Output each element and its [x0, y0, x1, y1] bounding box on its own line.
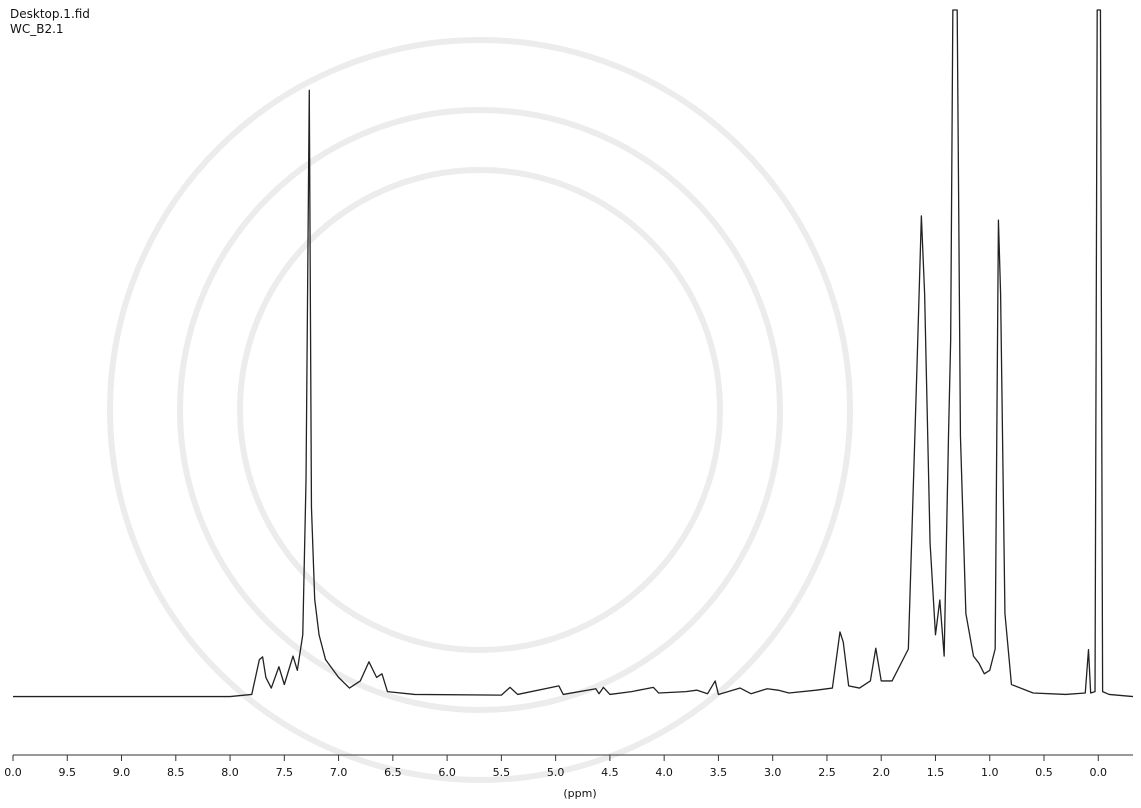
x-tick-label: 0.5: [1035, 766, 1053, 779]
x-tick-label: 6.0: [438, 766, 456, 779]
x-tick-label: 1.5: [927, 766, 945, 779]
x-axis-label: (ppm): [563, 787, 596, 800]
x-tick-label: 3.0: [764, 766, 782, 779]
x-tick-label: 0.0: [1090, 766, 1108, 779]
x-tick-label: 2.5: [818, 766, 836, 779]
x-tick-label: 6.5: [384, 766, 402, 779]
chart-title: Desktop.1.fid: [10, 7, 90, 21]
x-tick-label: 9.0: [113, 766, 131, 779]
watermark: [110, 40, 850, 780]
x-tick-label: 2.0: [872, 766, 890, 779]
x-tick-label: 0.0: [4, 766, 22, 779]
spectrum-line: [13, 10, 1133, 697]
x-tick-label: 9.5: [59, 766, 77, 779]
x-tick-label: 7.0: [330, 766, 348, 779]
page: Desktop.1.fid WC_B2.1 (ppm) 0.0 9.5 9.0 8.5…: [0, 0, 1141, 808]
x-tick-label: 4.5: [601, 766, 619, 779]
chart-subtitle: WC_B2.1: [10, 22, 64, 36]
x-tick-label: 3.5: [710, 766, 728, 779]
x-tick-label: 8.0: [221, 766, 239, 779]
x-tick-label: 7.5: [276, 766, 294, 779]
x-tick-label: 5.5: [493, 766, 511, 779]
x-tick-label: 4.0: [655, 766, 673, 779]
chart: Desktop.1.fid WC_B2.1 (ppm) 0.0 9.5 9.0 8.5…: [0, 0, 1141, 804]
x-tick-label: 1.0: [981, 766, 999, 779]
x-tick-label: 8.5: [167, 766, 185, 779]
x-tick-label: 5.0: [547, 766, 565, 779]
